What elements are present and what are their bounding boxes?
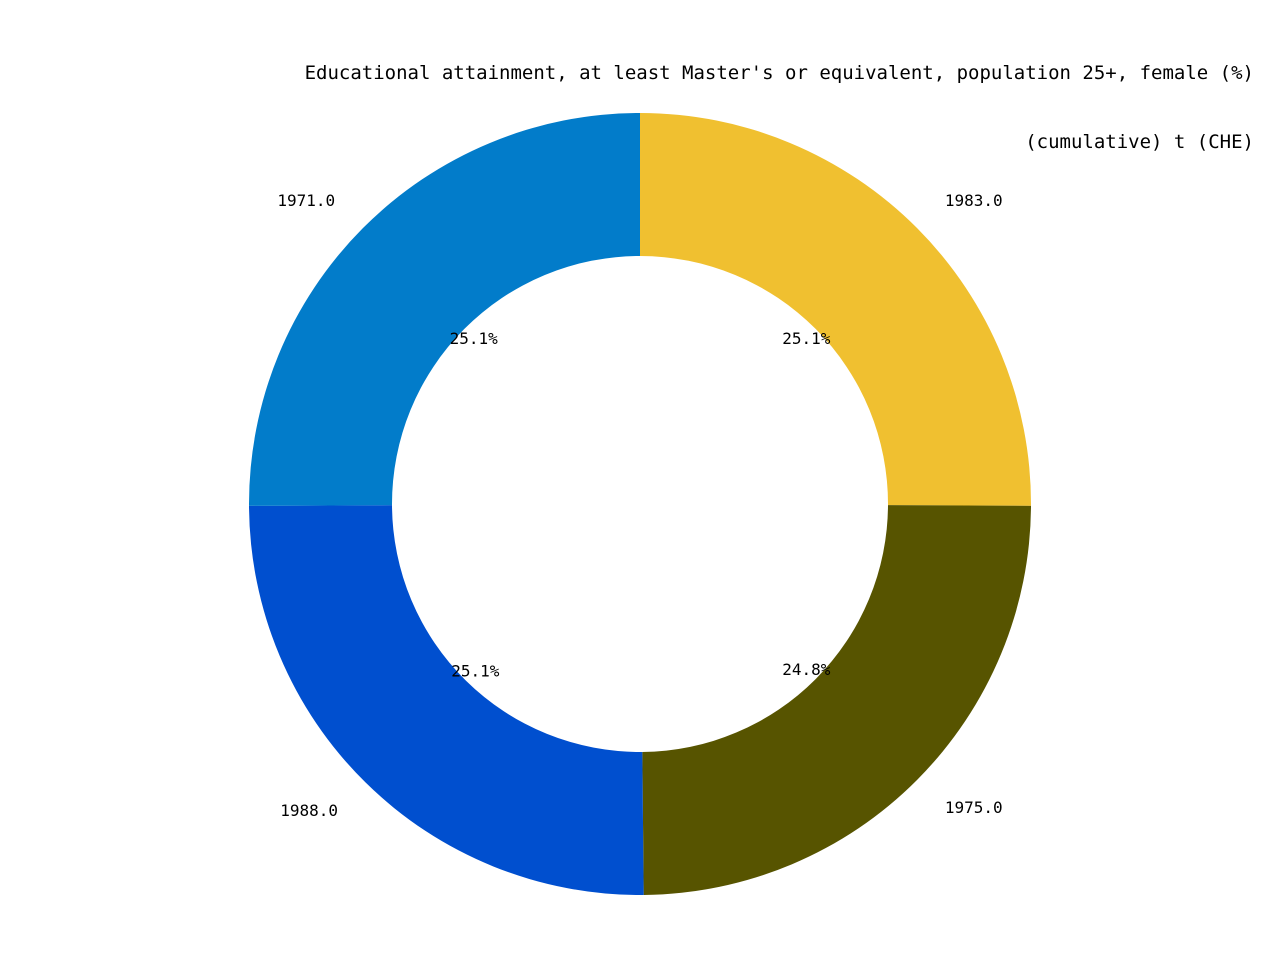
slice-percent-1983-0: 25.1%	[782, 329, 831, 348]
slice-label-1983-0: 1983.0	[945, 191, 1003, 210]
donut-slice-1988-0	[249, 505, 644, 895]
slice-label-1971-0: 1971.0	[277, 191, 335, 210]
slice-percent-1971-0: 25.1%	[450, 329, 499, 348]
slice-label-1988-0: 1988.0	[280, 801, 338, 820]
chart-title-line-1: Educational attainment, at least Master'…	[304, 62, 1254, 84]
donut-slice-1971-0	[249, 113, 640, 506]
donut-slice-1983-0	[640, 113, 1031, 506]
slice-percent-1988-0: 25.1%	[451, 662, 500, 681]
donut-slice-1975-0	[642, 505, 1031, 895]
chart-title-line-2: (cumulative) t (CHE)	[1025, 131, 1254, 153]
slice-label-1975-0: 1975.0	[945, 798, 1003, 817]
slice-percent-1975-0: 24.8%	[782, 660, 831, 679]
chart-title: Educational attainment, at least Master'…	[305, 16, 1254, 177]
